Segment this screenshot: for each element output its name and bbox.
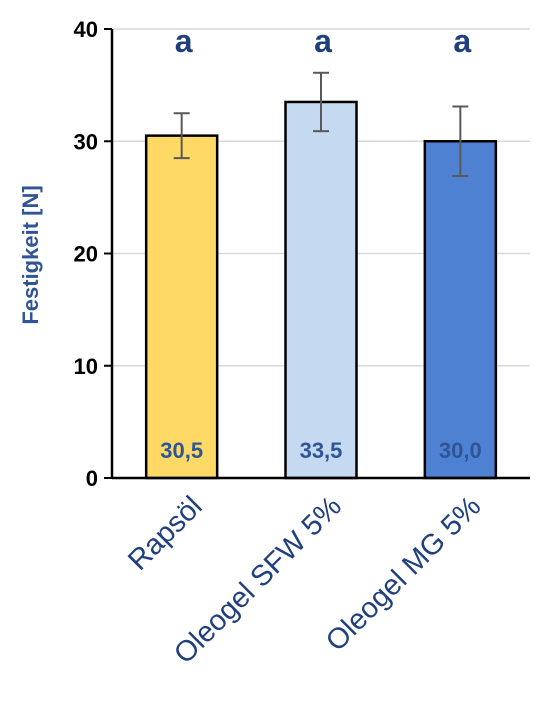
significance-letter: a	[175, 23, 193, 59]
bars: 30,5 a 33,5 a 30,0 a	[144, 23, 498, 480]
y-axis: 0 10 20 30 40	[74, 17, 114, 491]
y-tick-label: 40	[74, 17, 98, 42]
bar-1	[144, 134, 219, 480]
y-axis-label: Festigkeit [N]	[18, 185, 43, 324]
y-tick-label: 10	[74, 354, 98, 379]
data-label: 30,0	[439, 438, 482, 463]
data-label: 33,5	[300, 438, 343, 463]
y-tick-label: 20	[74, 242, 98, 267]
y-tick-label: 30	[74, 129, 98, 154]
significance-letter: a	[453, 23, 471, 59]
data-label: 30,5	[160, 438, 203, 463]
x-tick-label: Rapsöl	[122, 490, 208, 576]
y-tick-label: 0	[86, 466, 98, 491]
bar-3	[423, 140, 498, 480]
bar-2	[284, 100, 358, 480]
significance-letter: a	[314, 23, 332, 59]
